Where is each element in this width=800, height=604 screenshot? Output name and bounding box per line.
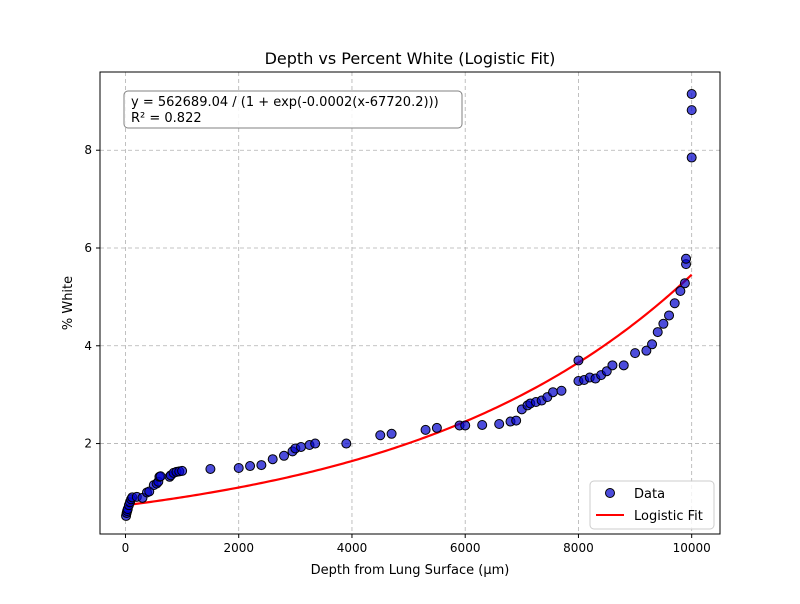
data-point <box>686 105 697 116</box>
data-point <box>647 339 658 350</box>
data-point <box>573 355 584 366</box>
data-point <box>556 385 567 396</box>
fit-curve <box>125 273 693 507</box>
y-axis-label: % White <box>61 276 76 330</box>
annotation-frame <box>123 90 463 129</box>
data-point <box>658 318 669 329</box>
data-point <box>477 419 488 430</box>
data-point <box>630 348 641 359</box>
y-tick-label: 2 <box>84 437 92 451</box>
data-point <box>607 360 618 371</box>
data-point <box>420 424 431 435</box>
annotation-box: y = 562689.04 / (1 + exp(-0.0002(x-67720… <box>123 90 463 129</box>
x-tick-label: 10000 <box>673 541 711 555</box>
data-point <box>341 438 352 449</box>
x-axis-ticks: 0 2000 4000 6000 8000 10000 <box>122 534 711 555</box>
data-point <box>686 152 697 163</box>
y-tick-label: 6 <box>84 241 92 255</box>
data-point <box>669 298 680 309</box>
data-points <box>121 89 697 521</box>
grid <box>100 72 720 534</box>
data-point <box>279 450 290 461</box>
plot-frame <box>99 71 721 535</box>
fit-line-layer <box>125 273 693 507</box>
legend: Data Logistic Fit <box>589 480 715 530</box>
data-point <box>155 471 166 482</box>
data-point <box>664 310 675 321</box>
data-point <box>681 253 692 264</box>
legend-frame <box>589 480 715 530</box>
data-point <box>233 463 244 473</box>
x-tick-label: 4000 <box>337 541 368 555</box>
data-point <box>641 345 652 356</box>
data-point <box>652 327 663 338</box>
data-point <box>205 463 216 474</box>
x-tick-label: 2000 <box>223 541 254 555</box>
annotation-r2: R² = 0.822 <box>131 111 202 126</box>
data-point <box>547 387 558 398</box>
data-point <box>494 419 505 429</box>
x-axis-label: Depth from Lung Surface (µm) <box>311 563 510 578</box>
data-point <box>686 89 697 99</box>
data-point <box>675 286 686 297</box>
chart-title: Depth vs Percent White (Logistic Fit) <box>265 49 556 68</box>
data-point <box>460 420 471 431</box>
data-point <box>296 441 306 452</box>
data-point <box>431 422 442 433</box>
data-point <box>310 438 321 449</box>
y-tick-label: 8 <box>84 143 92 157</box>
x-tick-label: 0 <box>122 541 130 555</box>
data-point <box>386 428 397 439</box>
x-tick-label: 6000 <box>450 541 481 555</box>
data-point <box>245 461 256 472</box>
data-point <box>256 460 267 471</box>
data-point <box>267 454 278 465</box>
data-point <box>177 465 188 476</box>
legend-marker-data <box>605 488 615 498</box>
data-point <box>618 360 629 371</box>
data-point <box>511 415 522 426</box>
x-tick-label: 8000 <box>563 541 594 555</box>
y-axis-ticks: 2 4 6 8 <box>84 143 100 451</box>
annotation-equation: y = 562689.04 / (1 + exp(-0.0002(x-67720… <box>131 95 439 110</box>
y-tick-label: 4 <box>84 339 92 353</box>
data-point <box>679 278 690 289</box>
legend-label-fit: Logistic Fit <box>634 509 703 524</box>
legend-label-data: Data <box>634 487 665 502</box>
data-point <box>375 430 386 441</box>
